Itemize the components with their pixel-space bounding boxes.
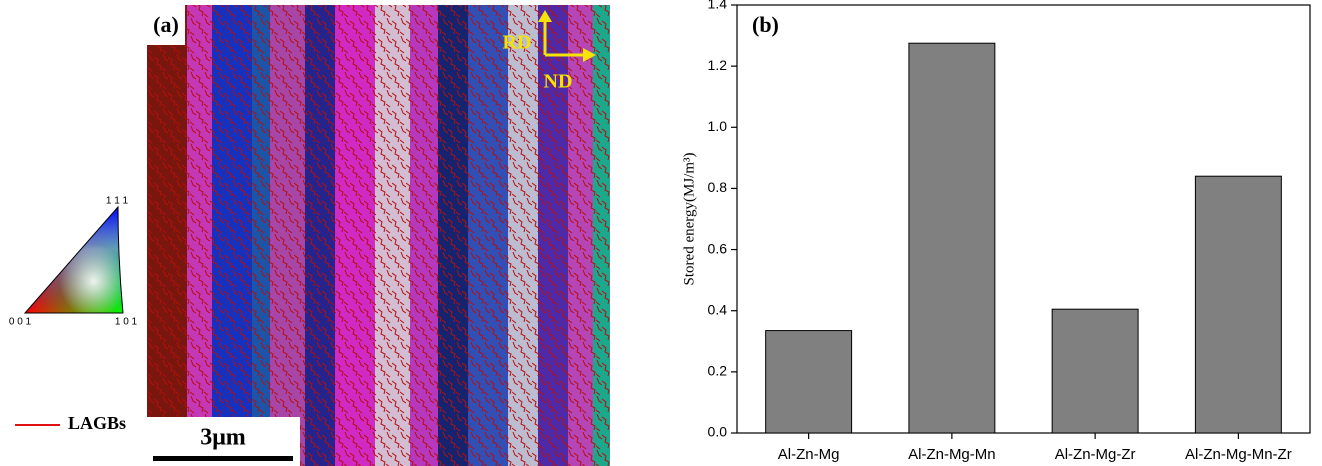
ipf-triangle <box>23 205 124 314</box>
x-tick-label: Al-Zn-Mg <box>778 446 840 463</box>
bar <box>908 42 996 434</box>
y-tick-label: 1.2 <box>708 57 728 73</box>
scale-bar <box>153 456 293 461</box>
y-tick-label: 0.8 <box>708 179 728 195</box>
nd-label: ND <box>544 71 573 93</box>
triangle-label: 1 1 1 <box>106 196 129 207</box>
x-tick-label: Al-Zn-Mg-Zr <box>1055 446 1136 463</box>
bar <box>765 330 853 434</box>
rd-label: RD <box>503 32 532 54</box>
ebsd-map <box>147 5 610 466</box>
y-tick-label: 0.4 <box>708 301 728 317</box>
x-tick-label: Al-Zn-Mg-Mn <box>908 446 996 463</box>
panel-label: (a) <box>153 12 179 37</box>
bar <box>1051 308 1139 434</box>
axes-arrows <box>538 10 596 62</box>
x-tick-label: Al-Zn-Mg-Mn-Zr <box>1185 446 1292 463</box>
scale-label: 3μm <box>200 425 246 451</box>
legend-label: LAGBs <box>68 413 126 433</box>
plot-frame <box>736 4 1311 434</box>
y-axis-label: Stored energy(MJ/m³) <box>681 153 697 286</box>
y-tick-label: 0.0 <box>708 424 728 440</box>
panel-label: (b) <box>752 12 779 37</box>
bar <box>1194 175 1282 434</box>
y-tick-label: 1.0 <box>708 118 728 134</box>
y-tick-label: 0.6 <box>708 240 728 256</box>
label-box <box>147 5 185 45</box>
y-tick-label: 1.4 <box>708 0 728 12</box>
triangle-label: 1 0 1 <box>115 317 138 328</box>
y-tick-label: 0.2 <box>708 363 728 379</box>
triangle-label: 0 0 1 <box>9 317 32 328</box>
